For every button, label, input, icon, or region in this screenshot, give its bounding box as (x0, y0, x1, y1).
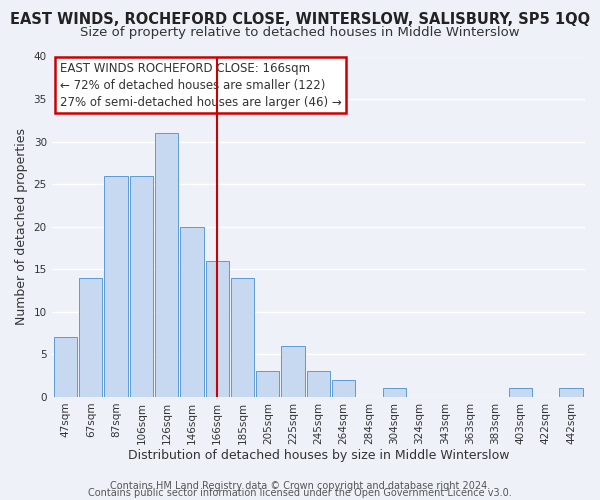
Bar (559, 388, 583, 397)
Bar (130, 176, 153, 397)
Text: Contains public sector information licensed under the Open Government Licence v3: Contains public sector information licen… (88, 488, 512, 498)
Bar (54, 338, 77, 397)
Bar (206, 261, 229, 397)
Text: EAST WINDS, ROCHEFORD CLOSE, WINTERSLOW, SALISBURY, SP5 1QQ: EAST WINDS, ROCHEFORD CLOSE, WINTERSLOW,… (10, 12, 590, 28)
Text: Contains HM Land Registry data © Crown copyright and database right 2024.: Contains HM Land Registry data © Crown c… (110, 481, 490, 491)
Bar (256, 372, 280, 397)
Bar (509, 388, 532, 397)
Bar (79, 278, 103, 397)
X-axis label: Distribution of detached houses by size in Middle Winterslow: Distribution of detached houses by size … (128, 450, 509, 462)
Y-axis label: Number of detached properties: Number of detached properties (15, 128, 28, 325)
Bar (332, 380, 355, 397)
Bar (383, 388, 406, 397)
Text: Size of property relative to detached houses in Middle Winterslow: Size of property relative to detached ho… (80, 26, 520, 39)
Bar (307, 372, 330, 397)
Bar (181, 226, 203, 397)
Bar (104, 176, 128, 397)
Bar (231, 278, 254, 397)
Bar (155, 133, 178, 397)
Text: EAST WINDS ROCHEFORD CLOSE: 166sqm
← 72% of detached houses are smaller (122)
27: EAST WINDS ROCHEFORD CLOSE: 166sqm ← 72%… (59, 62, 341, 108)
Bar (281, 346, 305, 397)
